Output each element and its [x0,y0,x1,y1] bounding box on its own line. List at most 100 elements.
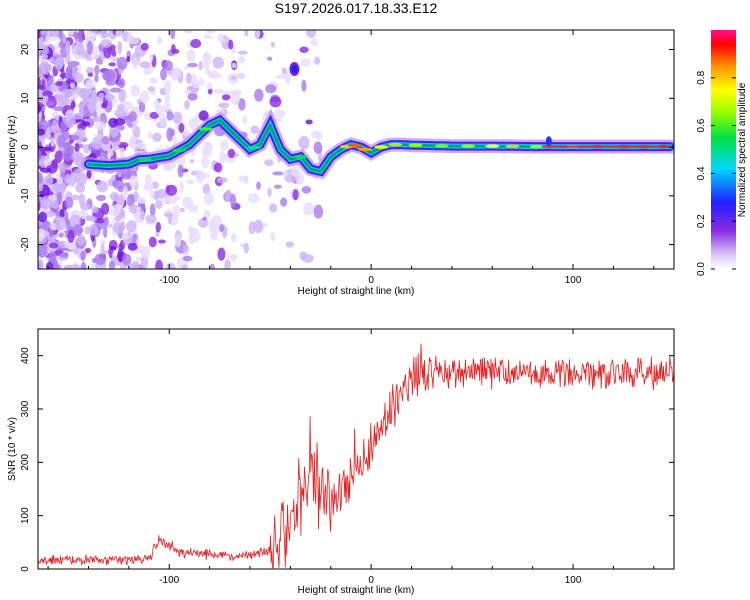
noise-blob [112,204,123,210]
snr-ylabel: SNR (10 * v/v) [7,417,18,481]
colorbar-ticks: 0.0 0.2 0.4 0.6 0.8 [696,70,736,276]
noise-blob [72,262,79,269]
noise-blob [272,171,285,176]
noise-blob [205,30,216,34]
noise-blob [62,88,75,96]
noise-blob [166,262,176,269]
noise-blob [119,208,126,220]
noise-blob [150,90,157,96]
noise-blob [136,206,142,214]
noise-blob [186,179,195,184]
noise-blob [128,204,139,214]
y-tick-label: 400 [20,347,31,364]
noise-blob [254,88,264,102]
noise-blob [213,162,223,173]
noise-blob [243,242,249,254]
noise-blob [274,117,283,123]
noise-blob [149,111,160,119]
noise-blob [43,158,52,166]
noise-blob [172,204,181,218]
noise-blob [254,30,261,40]
noise-blob [206,82,213,90]
noise-blob [64,173,71,184]
noise-blob [163,60,173,71]
noise-blob [59,209,65,218]
noise-blob [203,209,211,220]
noise-blob [163,212,174,218]
noise-blob [117,78,126,89]
noise-blob [184,65,189,70]
noise-blob [73,72,84,83]
noise-blob [57,176,63,185]
ridge-peak [485,144,500,148]
noise-blob [203,60,210,71]
noise-blob [38,149,42,161]
noise-blob [147,86,156,92]
noise-blob [114,108,126,118]
noise-blob [102,225,108,239]
noise-blob [313,204,324,219]
y-tick-label: -10 [20,188,31,203]
colorbar-gradient [711,30,736,269]
noise-blob [118,242,123,253]
noise-blob [202,183,211,195]
ridge-peak [434,144,449,148]
noise-blob [100,38,113,48]
noise-blob [186,49,196,62]
figure-title: S197.2026.017.18.33.E12 [275,0,438,16]
noise-blob [112,195,120,202]
noise-blob [291,65,298,74]
noise-blob [166,127,173,142]
noise-blob [147,130,153,140]
noise-blob [126,56,131,63]
noise-blob [38,259,44,269]
noise-blob [48,242,59,249]
noise-blob [63,142,72,151]
y-tick-label: 20 [20,44,31,56]
noise-blob [179,180,184,194]
noise-blob [38,231,45,242]
spectrogram-xlabel: Height of straight line (km) [298,286,415,297]
noise-blob [184,30,193,34]
noise-blob [300,58,311,67]
noise-blob [59,252,69,258]
noise-blob [189,231,201,243]
noise-blob [214,89,224,94]
noise-blob [100,243,105,256]
noise-blob [80,261,87,269]
noise-blob [112,178,124,190]
noise-blob [57,191,63,206]
snr-ticks: -100 0 100 0 100 200 300 400 [20,329,674,586]
noise-blob [40,30,48,35]
noise-blob [131,125,136,131]
noise-blob [166,111,174,121]
noise-blob [38,119,49,132]
noise-blob [202,34,213,40]
ridge-peak [358,147,373,152]
noise-blob [64,114,76,129]
colorbar: 0.0 0.2 0.4 0.6 0.8 Normalized spectral ampl… [696,30,748,276]
noise-blob [57,181,67,194]
noise-blob [198,78,205,87]
noise-blob [44,95,49,103]
noise-blob [127,31,133,43]
spectrogram-ylabel: Frequency (Hz) [7,116,18,185]
y-tick-label: -20 [20,237,31,252]
noise-blob [60,68,66,80]
noise-blob [123,101,134,110]
colorbar-tick-label: 0.4 [696,166,707,180]
noise-blob [81,121,91,127]
noise-blob [136,197,147,204]
noise-blob [108,117,119,128]
noise-blob [152,132,162,142]
noise-blob [108,207,121,217]
noise-blob [104,93,115,102]
noise-blob [48,37,59,42]
x-tick-label: 100 [565,275,582,286]
noise-blob [179,207,185,213]
noise-blob [171,48,180,54]
noise-blob [163,80,172,94]
noise-blob [42,90,54,97]
noise-blob [139,212,145,221]
noise-blob [62,150,72,162]
